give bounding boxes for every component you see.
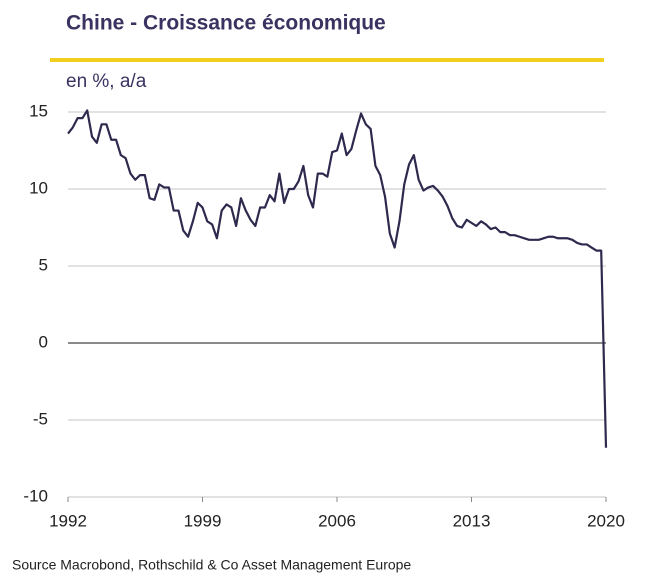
y-tick-label: 15 <box>29 101 48 120</box>
chart-title: Chine - Croissance économique <box>66 12 386 35</box>
x-tick-label: 2020 <box>587 511 625 530</box>
y-tick-label: 0 <box>39 332 48 351</box>
x-tick-label: 2006 <box>318 511 356 530</box>
y-tick-label: 10 <box>29 178 48 197</box>
y-tick-label: 5 <box>39 255 48 274</box>
x-tick-label: 1992 <box>49 511 87 530</box>
y-tick-label: -5 <box>33 409 48 428</box>
subtitle: en %, a/a <box>66 71 147 92</box>
x-tick-label: 2013 <box>453 511 491 530</box>
y-tick-label: -10 <box>23 486 48 505</box>
source: Source Macrobond, Rothschild & Co Asset … <box>12 557 411 573</box>
x-tick-label: 1999 <box>184 511 222 530</box>
data-line <box>67 109 608 448</box>
